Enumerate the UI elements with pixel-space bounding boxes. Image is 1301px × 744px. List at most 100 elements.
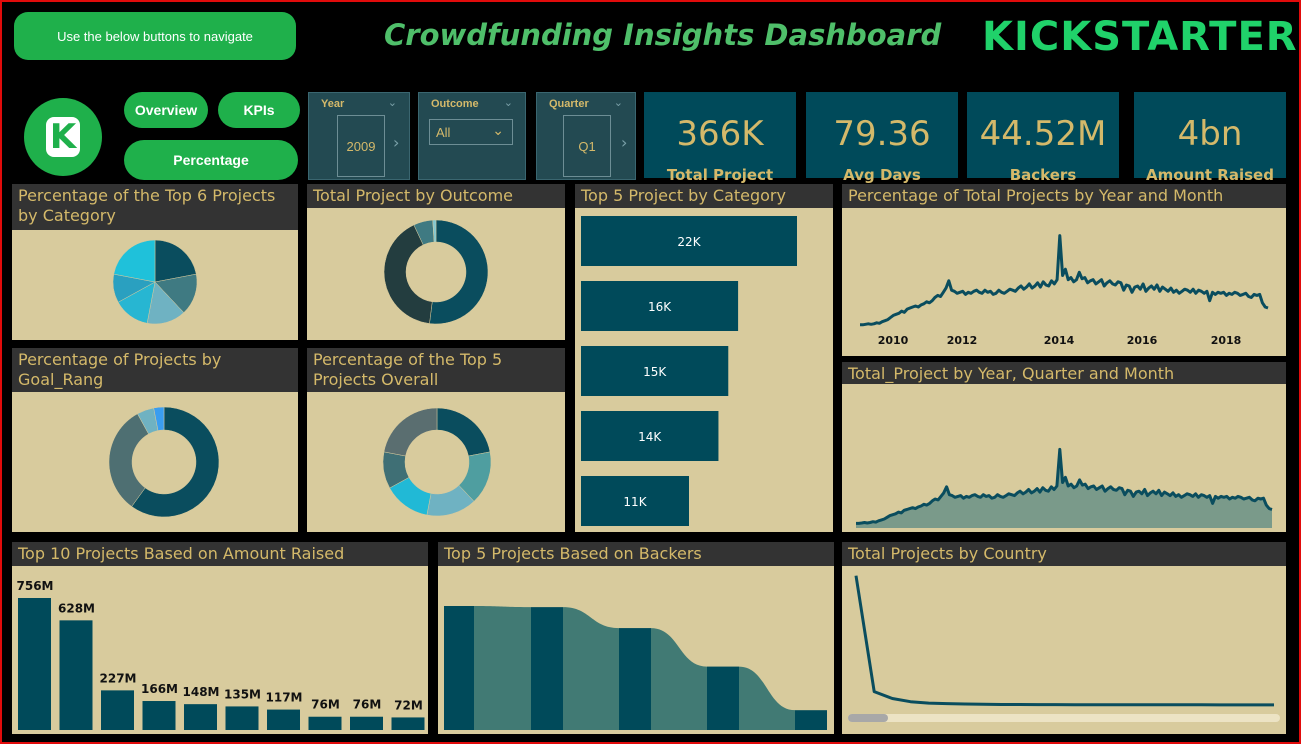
scrollbar-thumb	[848, 714, 888, 722]
column-data-label: 628M	[58, 601, 95, 615]
outcome-slicer[interactable]: Outcome ⌄ All ⌄	[418, 92, 526, 180]
kpi-label: Total Project	[666, 166, 774, 184]
bar	[581, 476, 689, 526]
bar-data-label: 15K	[643, 365, 667, 379]
ribbon-column	[707, 666, 739, 730]
column	[101, 690, 134, 730]
bar-data-label: 16K	[648, 300, 672, 314]
chevron-down-icon[interactable]: ⌄	[492, 122, 504, 138]
column-chart: 756M 628M 227M 166M 148M 135M 117M 76M 76M 72M	[17, 579, 425, 730]
pie-chart	[112, 239, 198, 325]
kpi-backers: 44.52M Backers	[967, 92, 1119, 184]
kpi-value: 44.52M	[979, 114, 1107, 154]
kpis-button[interactable]: KPIs	[218, 92, 300, 128]
column	[59, 620, 93, 730]
pie-slice	[383, 224, 433, 324]
pie-slice	[154, 239, 197, 283]
card-title: Percentage of the Top 6 Projects by Cate…	[12, 184, 298, 230]
outcome-dropdown-value: All	[436, 124, 451, 140]
pie-slice	[113, 239, 156, 283]
x-tick-label: 2012	[947, 334, 978, 347]
card-title: Top 10 Projects Based on Amount Raised	[12, 542, 428, 566]
card-by-outcome: Total Project by Outcome	[307, 184, 565, 340]
outcome-dropdown[interactable]: All ⌄	[429, 119, 513, 145]
ribbon-column	[619, 628, 651, 730]
kpi-total-project: 366K Total Project	[644, 92, 796, 184]
dashboard-title: Crowdfunding Insights Dashboard	[384, 18, 942, 52]
column	[391, 717, 425, 730]
bar	[581, 281, 739, 331]
column	[350, 716, 383, 730]
chevron-right-icon[interactable]: ›	[621, 133, 628, 152]
year-slicer[interactable]: Year ⌄ 2009 ›	[308, 92, 410, 180]
series-line	[856, 447, 1273, 525]
column-data-label: 117M	[266, 691, 303, 705]
ribbon	[474, 606, 531, 730]
chevron-down-icon[interactable]: ⌄	[387, 96, 397, 109]
bar	[581, 346, 729, 396]
column-data-label: 72M	[394, 698, 423, 712]
percentage-button[interactable]: Percentage	[124, 140, 298, 180]
quarter-slicer-value[interactable]: Q1	[563, 115, 611, 177]
kpi-avg-days: 79.36 Avg Days	[806, 92, 958, 184]
donut-chart	[108, 406, 220, 518]
chevron-down-icon[interactable]: ⌄	[503, 96, 513, 109]
column-data-label: 76M	[353, 698, 382, 712]
column	[142, 701, 176, 730]
column	[267, 709, 300, 730]
column-data-label: 166M	[141, 682, 178, 696]
card-title: Percentage of Projects by Goal_Rang	[12, 348, 298, 392]
column-data-label: 756M	[17, 579, 54, 593]
ribbon-column	[531, 607, 563, 730]
kpi-value: 4bn	[1177, 114, 1243, 154]
pie-slice	[436, 407, 491, 457]
line-chart	[848, 575, 1280, 722]
card-title: Total Projects by Country	[842, 542, 1286, 566]
chevron-right-icon[interactable]: ›	[393, 133, 400, 152]
chevron-down-icon[interactable]: ⌄	[613, 96, 623, 109]
quarter-slicer[interactable]: Quarter ⌄ Q1 ›	[536, 92, 636, 180]
kpi-value: 79.36	[833, 114, 931, 154]
card-title: Percentage of the Top 5 Projects Overall	[307, 348, 565, 392]
column	[18, 598, 51, 730]
series-line	[854, 575, 1274, 707]
card-top10-amount: Top 10 Projects Based on Amount Raised 7…	[12, 542, 428, 734]
brand-badge-letter: K	[46, 117, 80, 157]
kickstarter-k-icon: K	[24, 98, 102, 176]
ribbon	[651, 628, 707, 730]
card-goal-range: Percentage of Projects by Goal_Rang	[12, 348, 298, 532]
card-top6-category: Percentage of the Top 6 Projects by Cate…	[12, 184, 298, 340]
column	[184, 704, 217, 730]
pie-slice	[429, 219, 489, 325]
kpi-value: 366K	[676, 114, 764, 154]
ribbon-column	[444, 606, 474, 730]
bar-data-label: 14K	[638, 430, 662, 444]
ribbon-chart	[444, 606, 827, 730]
column-data-label: 76M	[311, 698, 340, 712]
card-year-quarter-month: Total_Project by Year, Quarter and Month	[842, 362, 1286, 532]
column	[225, 706, 259, 730]
card-title: Percentage of Total Projects by Year and…	[842, 184, 1286, 208]
card-title: Total_Project by Year, Quarter and Month	[842, 362, 1286, 384]
bar-data-label: 11K	[623, 495, 647, 509]
pie-slice	[383, 407, 438, 457]
series-line	[860, 234, 1269, 327]
kpi-label: Amount Raised	[1146, 166, 1274, 184]
pie-slice	[432, 219, 437, 243]
year-slicer-value[interactable]: 2009	[337, 115, 385, 177]
column-data-label: 148M	[183, 685, 220, 699]
x-tick-label: 2014	[1044, 334, 1075, 347]
card-title: Top 5 Project by Category	[575, 184, 833, 208]
kpi-label: Avg Days	[843, 166, 921, 184]
navigate-helper-button[interactable]: Use the below buttons to navigate	[14, 12, 296, 60]
ribbon	[739, 666, 795, 730]
pie-slice	[153, 406, 165, 431]
card-top5-overall: Percentage of the Top 5 Projects Overall	[307, 348, 565, 532]
card-top5-category: Top 5 Project by Category 22K 16K 15K 14K 11…	[575, 184, 833, 532]
overview-button[interactable]: Overview	[124, 92, 208, 128]
x-tick-label: 2018	[1211, 334, 1242, 347]
column-data-label: 135M	[224, 687, 261, 701]
x-tick-label: 2010	[878, 334, 909, 347]
outcome-slicer-label: Outcome	[431, 98, 479, 110]
